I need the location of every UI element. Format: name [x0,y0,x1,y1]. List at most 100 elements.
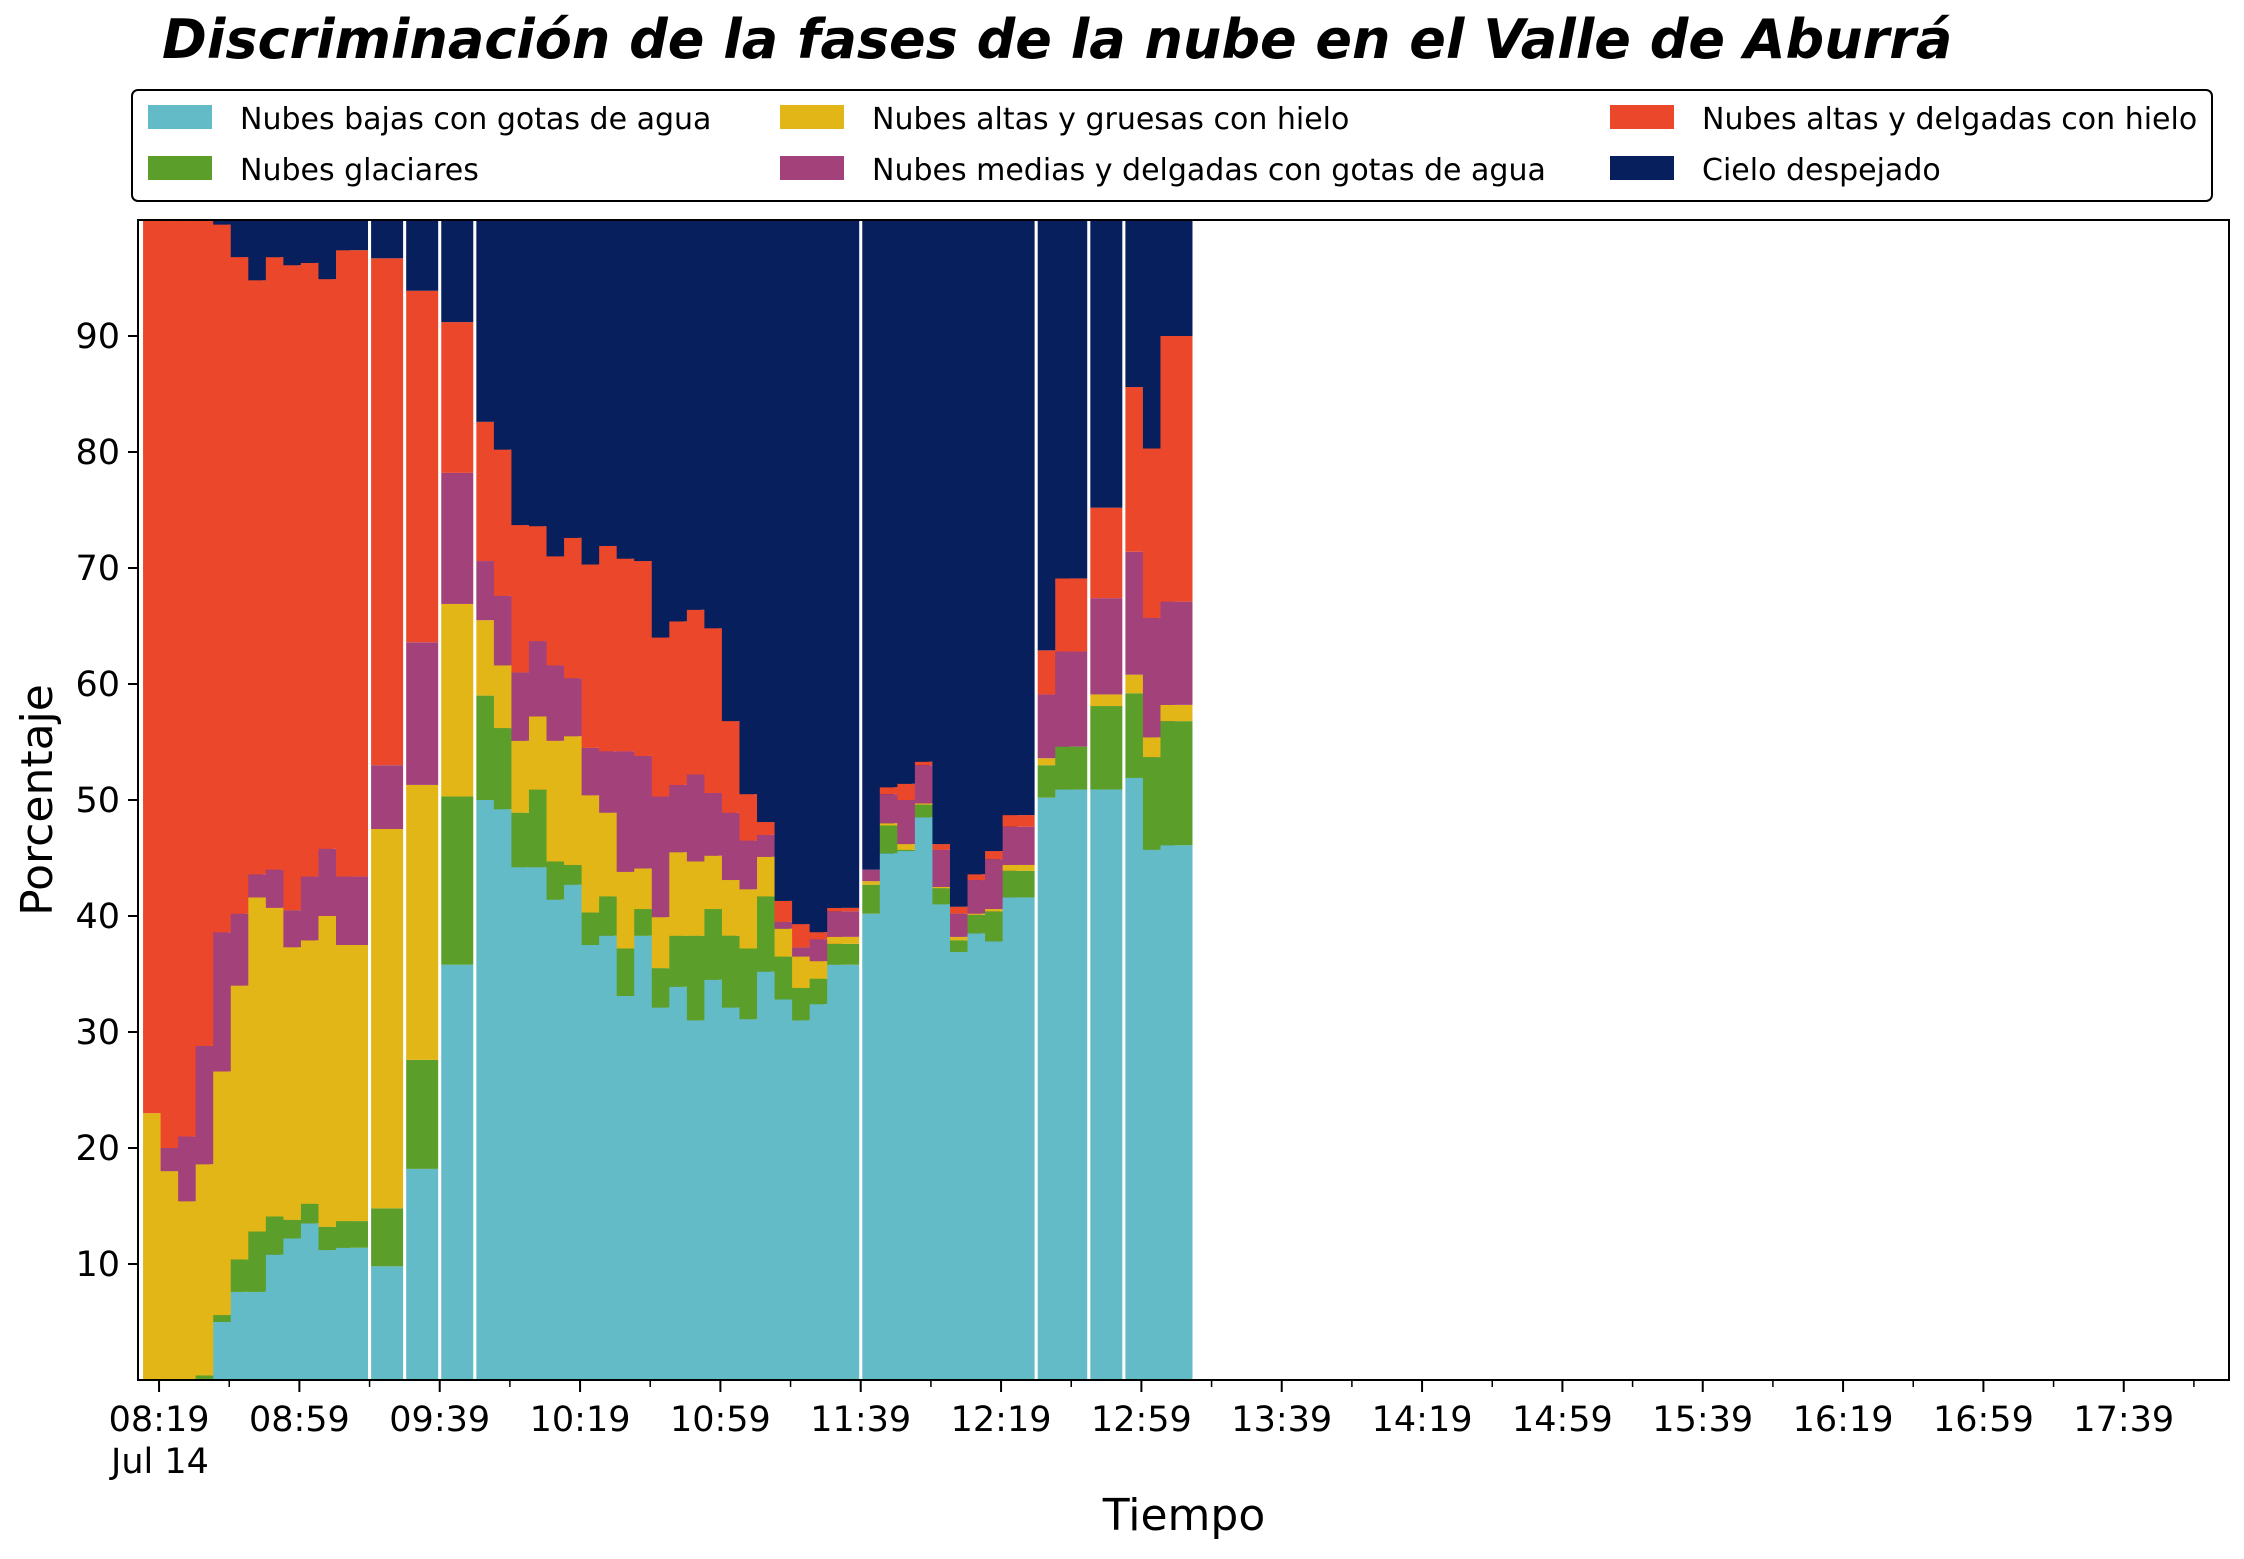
bar-segment-nubes-altas-y-gruesas-con-hielo [967,913,1000,915]
x-tick-label: 15:39 [1652,1400,1753,1440]
bar-segment-nubes-altas-y-delgadas-con-hielo [1055,578,1088,652]
y-tick-label: 40 [75,897,120,937]
bar-segment-nubes-altas-y-gruesas-con-hielo [371,829,404,1209]
bar-segment-nubes-glaciares [827,943,860,965]
y-tick-label: 80 [75,433,120,473]
x-tick-label: 12:19 [951,1400,1052,1440]
bar-segment-nubes-glaciares [1160,721,1193,846]
bar-segment-nubes-altas-y-gruesas-con-hielo [914,803,947,805]
bar-segment-nubes-medias-y-delgadas-con-gotas-de-agua [1002,826,1035,865]
legend-swatch [148,156,212,180]
x-tick-label: 12:59 [1091,1400,1192,1440]
legend-label: Nubes altas y gruesas con hielo [872,102,1349,137]
bars-layer [143,220,1193,1380]
bar-segment-nubes-glaciares [949,940,982,952]
legend-swatch [780,156,844,180]
x-tick-label: 14:19 [1372,1400,1473,1440]
bar-segment-cielo-despejado [213,220,246,225]
bar-segment-nubes-medias-y-delgadas-con-gotas-de-agua [1090,598,1123,695]
y-tick-label: 60 [75,665,120,705]
y-tick-label: 20 [75,1129,120,1169]
bar-segment-nubes-bajas-con-gotas-de-agua [371,1266,404,1380]
legend-item-nubes-bajas-con-gotas-de-agua: Nubes bajas con gotas de agua [148,102,711,137]
legend-swatch [780,105,844,129]
bar-segment-nubes-altas-y-delgadas-con-hielo [1002,815,1035,827]
legend-frame [131,89,2213,202]
bar-segment-nubes-altas-y-delgadas-con-hielo [949,906,982,914]
bar-segment-nubes-glaciares [213,1315,246,1322]
bar-segment-nubes-altas-y-gruesas-con-hielo [406,784,439,1060]
bar-segment-nubes-altas-y-gruesas-con-hielo [1002,864,1035,871]
bar-segment-nubes-glaciares [1055,746,1088,790]
bar-segment-nubes-glaciares [1002,870,1035,898]
y-tick-label: 90 [75,317,120,357]
legend-label: Nubes medias y delgadas con gotas de agu… [872,153,1546,188]
x-tick-label: 16:19 [1793,1400,1894,1440]
x-tick-sublabel: Jul 14 [109,1442,209,1482]
bar-segment-nubes-medias-y-delgadas-con-gotas-de-agua [1055,651,1088,747]
bar-segment-cielo-despejado [441,220,474,323]
bar-segment-cielo-despejado [1002,220,1035,816]
bar-segment-nubes-medias-y-delgadas-con-gotas-de-agua [336,876,369,945]
legend-item-cielo-despejado: Cielo despejado [1610,153,1941,188]
legend-item-nubes-altas-y-delgadas-con-hielo: Nubes altas y delgadas con hielo [1610,102,2197,137]
bar-segment-nubes-altas-y-delgadas-con-hielo [406,290,439,643]
x-tick-label: 11:39 [810,1400,911,1440]
bar-segment-nubes-medias-y-delgadas-con-gotas-de-agua [792,947,825,957]
y-tick-label: 50 [75,781,120,821]
bar-segment-cielo-despejado [827,220,860,908]
bar-segment-nubes-bajas-con-gotas-de-agua [1160,845,1193,1380]
bar-stack-1134 [827,220,860,1380]
bar-segment-nubes-medias-y-delgadas-con-gotas-de-agua [441,472,474,604]
bar-segment-nubes-bajas-con-gotas-de-agua [827,964,860,1380]
bar-segment-nubes-bajas-con-gotas-de-agua [1055,789,1088,1380]
bar-segment-nubes-glaciares [897,849,930,852]
bar-segment-cielo-despejado [1090,220,1123,508]
bar-segment-nubes-altas-y-gruesas-con-hielo [336,945,369,1222]
x-axis: 08:19 08:59 09:39 10:19 10:59 11:39 12:19 12:59… [109,1380,2195,1440]
y-axis-label: Porcentaje [12,684,63,916]
bar-segment-nubes-glaciares [336,1221,369,1248]
bar-stack-1309 [1160,220,1193,1380]
bar-segment-nubes-altas-y-gruesas-con-hielo [862,881,895,885]
bar-segment-nubes-altas-y-delgadas-con-hielo [967,874,1000,881]
x-tick-label: 10:59 [670,1400,771,1440]
legend-swatch [1610,156,1674,180]
legend-swatch [148,105,212,129]
bar-segment-nubes-altas-y-gruesas-con-hielo [879,823,912,826]
legend: Nubes bajas con gotas de agua Nubes glaci… [131,89,2213,202]
bar-segment-nubes-altas-y-gruesas-con-hielo [1090,694,1123,707]
bar-segment-nubes-altas-y-gruesas-con-hielo [441,603,474,797]
bar-segment-nubes-altas-y-delgadas-con-hielo [932,844,965,850]
bar-segment-nubes-altas-y-delgadas-con-hielo [371,258,404,766]
x-tick-label: 10:19 [530,1400,631,1440]
y-tick-label: 70 [75,549,120,589]
bar-segment-cielo-despejado [336,220,369,251]
legend-label: Nubes glaciares [240,153,479,188]
bar-stack-0924 [371,220,404,1380]
x-tick-label: 08:19 [109,1400,210,1440]
bar-segment-cielo-despejado [1160,220,1193,336]
bar-segment-nubes-medias-y-delgadas-con-gotas-de-agua [827,911,860,937]
bar-segment-nubes-altas-y-gruesas-con-hielo [932,887,965,889]
bar-segment-nubes-glaciares [1090,706,1123,790]
bar-segment-nubes-medias-y-delgadas-con-gotas-de-agua [371,765,404,829]
bar-segment-cielo-despejado [371,220,404,259]
x-tick-label: 13:39 [1231,1400,1332,1440]
legend-swatch [1610,105,1674,129]
x-axis-label: Tiempo [1102,1490,1266,1541]
bar-segment-nubes-altas-y-delgadas-con-hielo [914,761,947,766]
bar-segment-nubes-altas-y-gruesas-con-hielo [1160,704,1193,722]
bar-segment-nubes-altas-y-delgadas-con-hielo [879,787,912,795]
legend-item-nubes-medias-y-delgadas-con-gotas-de-agua: Nubes medias y delgadas con gotas de agu… [780,153,1546,188]
bar-segment-nubes-altas-y-delgadas-con-hielo [441,322,474,473]
bar-segment-nubes-medias-y-delgadas-con-gotas-de-agua [1160,601,1193,705]
legend-item-nubes-glaciares: Nubes glaciares [148,153,479,188]
bar-segment-nubes-bajas-con-gotas-de-agua [1090,789,1123,1380]
bar-segment-nubes-altas-y-gruesas-con-hielo [827,936,860,944]
x-tick-label: 17:39 [2073,1400,2174,1440]
bar-segment-nubes-glaciares [406,1059,439,1169]
bar-segment-nubes-bajas-con-gotas-de-agua [1002,897,1035,1380]
bar-segment-cielo-despejado [1055,220,1088,579]
x-tick-label: 14:59 [1512,1400,1613,1440]
